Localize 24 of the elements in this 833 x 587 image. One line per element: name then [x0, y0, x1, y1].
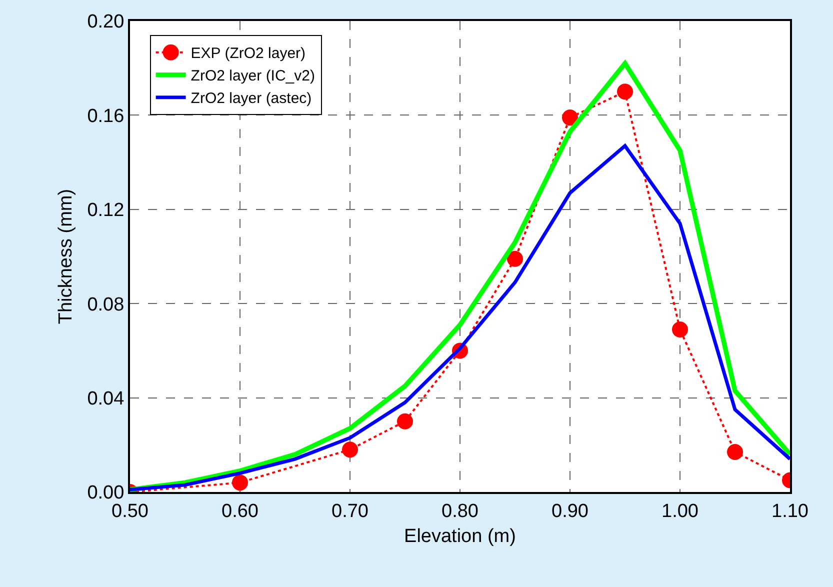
x-tick-label: 0.70 [332, 500, 368, 522]
x-tick-label: 1.00 [662, 500, 698, 522]
point [617, 84, 633, 100]
point [232, 474, 248, 491]
y-tick-label: 0.16 [87, 106, 124, 127]
legend-label: ZrO2 layer (astec) [190, 90, 312, 108]
y-tick-label: 0.20 [87, 12, 124, 33]
y-axis-title: Thickness (mm) [56, 188, 77, 324]
point [397, 413, 413, 430]
point [507, 250, 523, 267]
x-axis-title: Elevation (m) [404, 526, 516, 548]
point [562, 110, 578, 126]
legend-label: EXP (ZrO2 layer) [190, 45, 306, 62]
legend-label: ZrO2 layer (IC_v2) [190, 68, 316, 85]
point [672, 322, 688, 338]
point [342, 442, 358, 458]
y-tick-label: 0.08 [87, 294, 124, 316]
point [727, 444, 743, 460]
x-tick-label: 0.60 [222, 500, 258, 522]
x-tick-label: 0.90 [552, 500, 588, 522]
x-tick-label: 1.10 [772, 500, 808, 522]
x-tick-label: 0.80 [442, 500, 478, 522]
y-tick-label: 0.04 [87, 388, 125, 410]
y-tick-label: 0.12 [87, 200, 124, 222]
